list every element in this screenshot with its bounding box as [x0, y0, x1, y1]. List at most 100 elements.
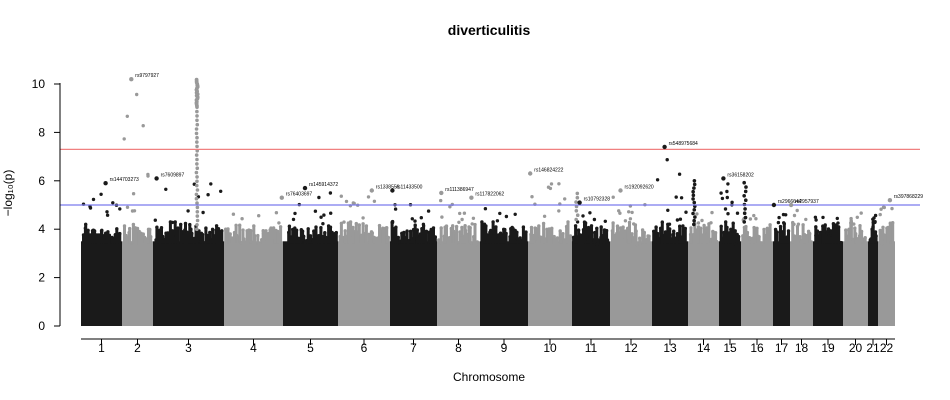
- chromosome-19-points: [813, 215, 843, 326]
- snp-point-column: [566, 221, 570, 244]
- snp-point-column: [327, 225, 331, 244]
- snp-point-column: [863, 237, 867, 244]
- snp-point: [719, 191, 723, 195]
- snp-point: [194, 77, 199, 82]
- chromosome-14-mass: [688, 241, 719, 326]
- snp-point-column: [579, 237, 583, 244]
- snp-point: [504, 214, 509, 219]
- snp-point-column: [429, 229, 433, 244]
- snp-point-column: [672, 231, 676, 244]
- snp-point-column: [494, 226, 498, 244]
- chromosome-3-mass: [153, 241, 224, 326]
- snp-point-column: [537, 225, 541, 244]
- snp-point-column: [302, 236, 306, 244]
- snp-point: [852, 222, 856, 226]
- snp-point-column: [149, 236, 153, 244]
- snp-point-column: [550, 228, 554, 244]
- lead-snp-point: [279, 195, 284, 200]
- snp-point-column: [206, 235, 210, 244]
- snp-point-column: [647, 236, 651, 244]
- x-tick-label: 19: [821, 341, 835, 355]
- snp-point: [483, 207, 488, 211]
- snp-point: [195, 214, 200, 218]
- snp-point: [575, 213, 580, 217]
- snp-point: [91, 197, 96, 202]
- y-tick-label: 2: [38, 271, 45, 285]
- snp-point-column: [660, 222, 664, 244]
- snp-point-column: [522, 232, 526, 244]
- snp-point-column: [172, 241, 175, 244]
- snp-point: [88, 204, 92, 209]
- snp-point-column: [491, 221, 495, 244]
- snp-point-column: [174, 235, 178, 244]
- snp-point-column: [543, 238, 547, 244]
- snp-point: [339, 194, 343, 198]
- snp-point-column: [291, 229, 295, 244]
- snp-point-column: [791, 222, 795, 244]
- snp-point-column: [354, 223, 358, 244]
- snp-point-column: [412, 229, 416, 244]
- snp-point: [873, 220, 877, 224]
- snp-point-column: [162, 239, 166, 244]
- x-tick-label: 9: [501, 341, 508, 355]
- snp-point-column: [558, 231, 562, 244]
- snp-point-column: [297, 238, 301, 244]
- snp-point-column: [317, 235, 321, 244]
- chromosome-13-mass: [652, 241, 688, 326]
- snp-point: [628, 217, 633, 221]
- snp-point-column: [452, 231, 456, 244]
- snp-point-column: [624, 231, 628, 244]
- snp-point-column: [534, 228, 538, 244]
- snp-point-column: [847, 229, 851, 244]
- threshold-lines: [60, 148, 920, 206]
- snp-point-column: [799, 240, 803, 244]
- x-tick-label: 20: [849, 341, 863, 355]
- snp-point-column: [392, 228, 396, 244]
- snp-point-column: [693, 223, 697, 244]
- snp-point: [209, 182, 213, 186]
- snp-point-column: [164, 233, 168, 244]
- snp-point-column: [796, 226, 799, 244]
- snp-point-column: [568, 236, 572, 244]
- snp-point-column: [731, 223, 735, 244]
- snp-point: [882, 205, 886, 210]
- snp-point-column: [689, 227, 693, 244]
- snp-point: [667, 222, 672, 226]
- snp-point-column: [378, 225, 381, 244]
- snp-point-column: [461, 236, 464, 244]
- snp-point-column: [192, 238, 196, 244]
- snp-point: [99, 192, 103, 196]
- snp-point-column: [136, 228, 139, 244]
- snp-point-column: [531, 235, 535, 244]
- snp-point: [426, 209, 431, 213]
- y-tick-label: 0: [38, 319, 45, 333]
- snp-point-column: [394, 227, 398, 244]
- snp-point-column: [606, 240, 609, 244]
- chromosome-22-mass: [878, 241, 895, 326]
- chromosome-5-points: [283, 191, 338, 326]
- data-points: [81, 77, 895, 326]
- snp-point-column: [793, 236, 797, 244]
- snp-point: [720, 196, 725, 201]
- lead-snp-point: [662, 144, 667, 150]
- snp-point: [195, 227, 199, 231]
- chromosome-5-mass: [283, 241, 338, 326]
- snp-point-column: [279, 226, 283, 244]
- snp-point-column: [711, 232, 715, 244]
- snp-point-column: [542, 223, 546, 244]
- snp-point-column: [93, 231, 97, 244]
- snp-point-column: [489, 230, 493, 244]
- snp-point-column: [719, 226, 723, 244]
- snp-point-column: [364, 225, 368, 244]
- chromosome-1-mass: [81, 241, 122, 326]
- snp-point-column: [678, 226, 682, 244]
- snp-point: [329, 211, 333, 215]
- snp-point-column: [475, 242, 479, 244]
- chromosome-2-points: [122, 92, 153, 326]
- snp-point-column: [276, 231, 280, 244]
- snp-point-column: [823, 225, 827, 244]
- snp-point-column: [611, 222, 615, 244]
- snp-point: [742, 220, 747, 224]
- snp-point: [754, 217, 758, 221]
